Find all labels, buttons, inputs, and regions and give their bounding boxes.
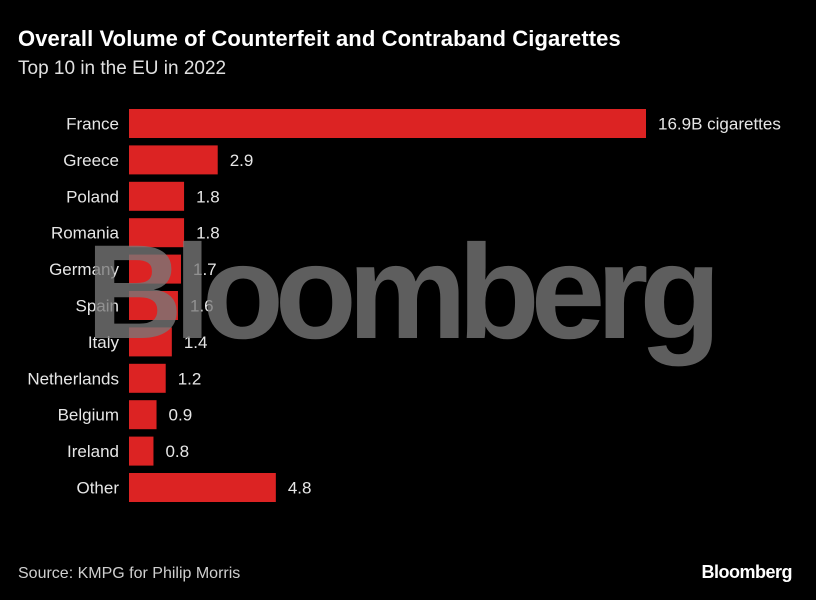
bar-germany [129,254,182,284]
value-label-ireland: 0.8 [165,442,189,461]
category-label-greece: Greece [63,151,119,170]
value-label-greece: 2.9 [230,151,254,170]
value-label-italy: 1.4 [184,333,208,352]
bar-belgium [129,400,157,430]
value-label-belgium: 0.9 [169,406,193,425]
category-label-netherlands: Netherlands [27,369,119,388]
chart-title: Overall Volume of Counterfeit and Contra… [18,26,621,51]
value-label-poland: 1.8 [196,187,220,206]
value-label-other: 4.8 [288,479,312,498]
bar-romania [129,218,185,248]
bloomberg-logo: Bloomberg [701,562,792,582]
category-label-france: France [66,115,119,134]
bar-spain [129,291,178,320]
bar-netherlands [129,363,166,393]
bar-other [129,473,276,502]
value-label-france: 16.9B cigarettes [658,115,781,134]
category-label-germany: Germany [49,260,119,279]
bar-italy [129,327,172,357]
source-note: Source: KMPG for Philip Morris [18,565,241,582]
value-label-romania: 1.8 [196,224,220,243]
value-label-spain: 1.6 [190,297,214,316]
category-label-poland: Poland [66,187,119,206]
bar-ireland [129,436,154,466]
chart-subtitle: Top 10 in the EU in 2022 [18,58,227,79]
bar-france [129,109,646,138]
value-label-netherlands: 1.2 [178,369,202,388]
category-label-italy: Italy [88,333,120,352]
category-label-belgium: Belgium [58,406,119,425]
bar-greece [129,145,218,175]
value-label-germany: 1.7 [193,260,217,279]
bar-poland [129,181,185,211]
category-label-spain: Spain [76,297,119,316]
category-label-ireland: Ireland [67,442,119,461]
category-label-romania: Romania [51,224,120,243]
bar-chart: France 16.9B cigarettes Greece 2.9 Poland 1.8… [27,109,781,502]
category-label-other: Other [76,479,119,498]
